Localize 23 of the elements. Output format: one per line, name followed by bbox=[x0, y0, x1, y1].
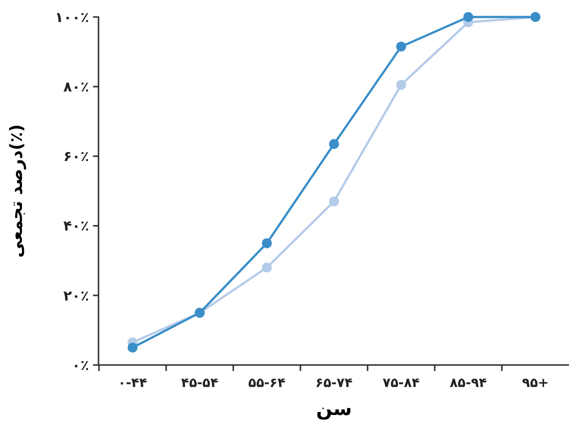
x-tick-label: ۵۵-۶۴ bbox=[248, 376, 286, 391]
x-tick-label: ۸۵-۹۴ bbox=[450, 376, 487, 391]
point bbox=[128, 342, 138, 353]
y-tick-label: ۴۰٪ bbox=[63, 218, 89, 235]
point bbox=[463, 12, 474, 22]
x-axis-title: سن bbox=[316, 398, 352, 420]
point bbox=[329, 196, 339, 206]
point bbox=[396, 80, 406, 90]
x-tick-label: ۶۵-۷۴ bbox=[315, 376, 353, 391]
point bbox=[262, 238, 272, 248]
y-tick-label: ۱۰۰٪ bbox=[54, 10, 89, 26]
y-axis-title: درصد تجمعی(٪) bbox=[7, 124, 27, 258]
point bbox=[329, 139, 339, 150]
x-tick-label: ۴۵-۵۴ bbox=[181, 376, 218, 391]
y-tick-label: ۲۰٪ bbox=[63, 288, 89, 304]
point bbox=[262, 262, 272, 273]
x-tick-label: ۷۵-۸۴ bbox=[382, 376, 420, 391]
point bbox=[396, 42, 406, 52]
x-tick-label: ۰-۴۴ bbox=[118, 376, 148, 391]
y-tick-label: ۰٪ bbox=[72, 358, 89, 374]
y-tick-label: ۸۰٪ bbox=[63, 80, 89, 96]
x-tick-label: ۹۵+ bbox=[522, 376, 549, 391]
y-tick-label: ۶۰٪ bbox=[63, 149, 89, 166]
